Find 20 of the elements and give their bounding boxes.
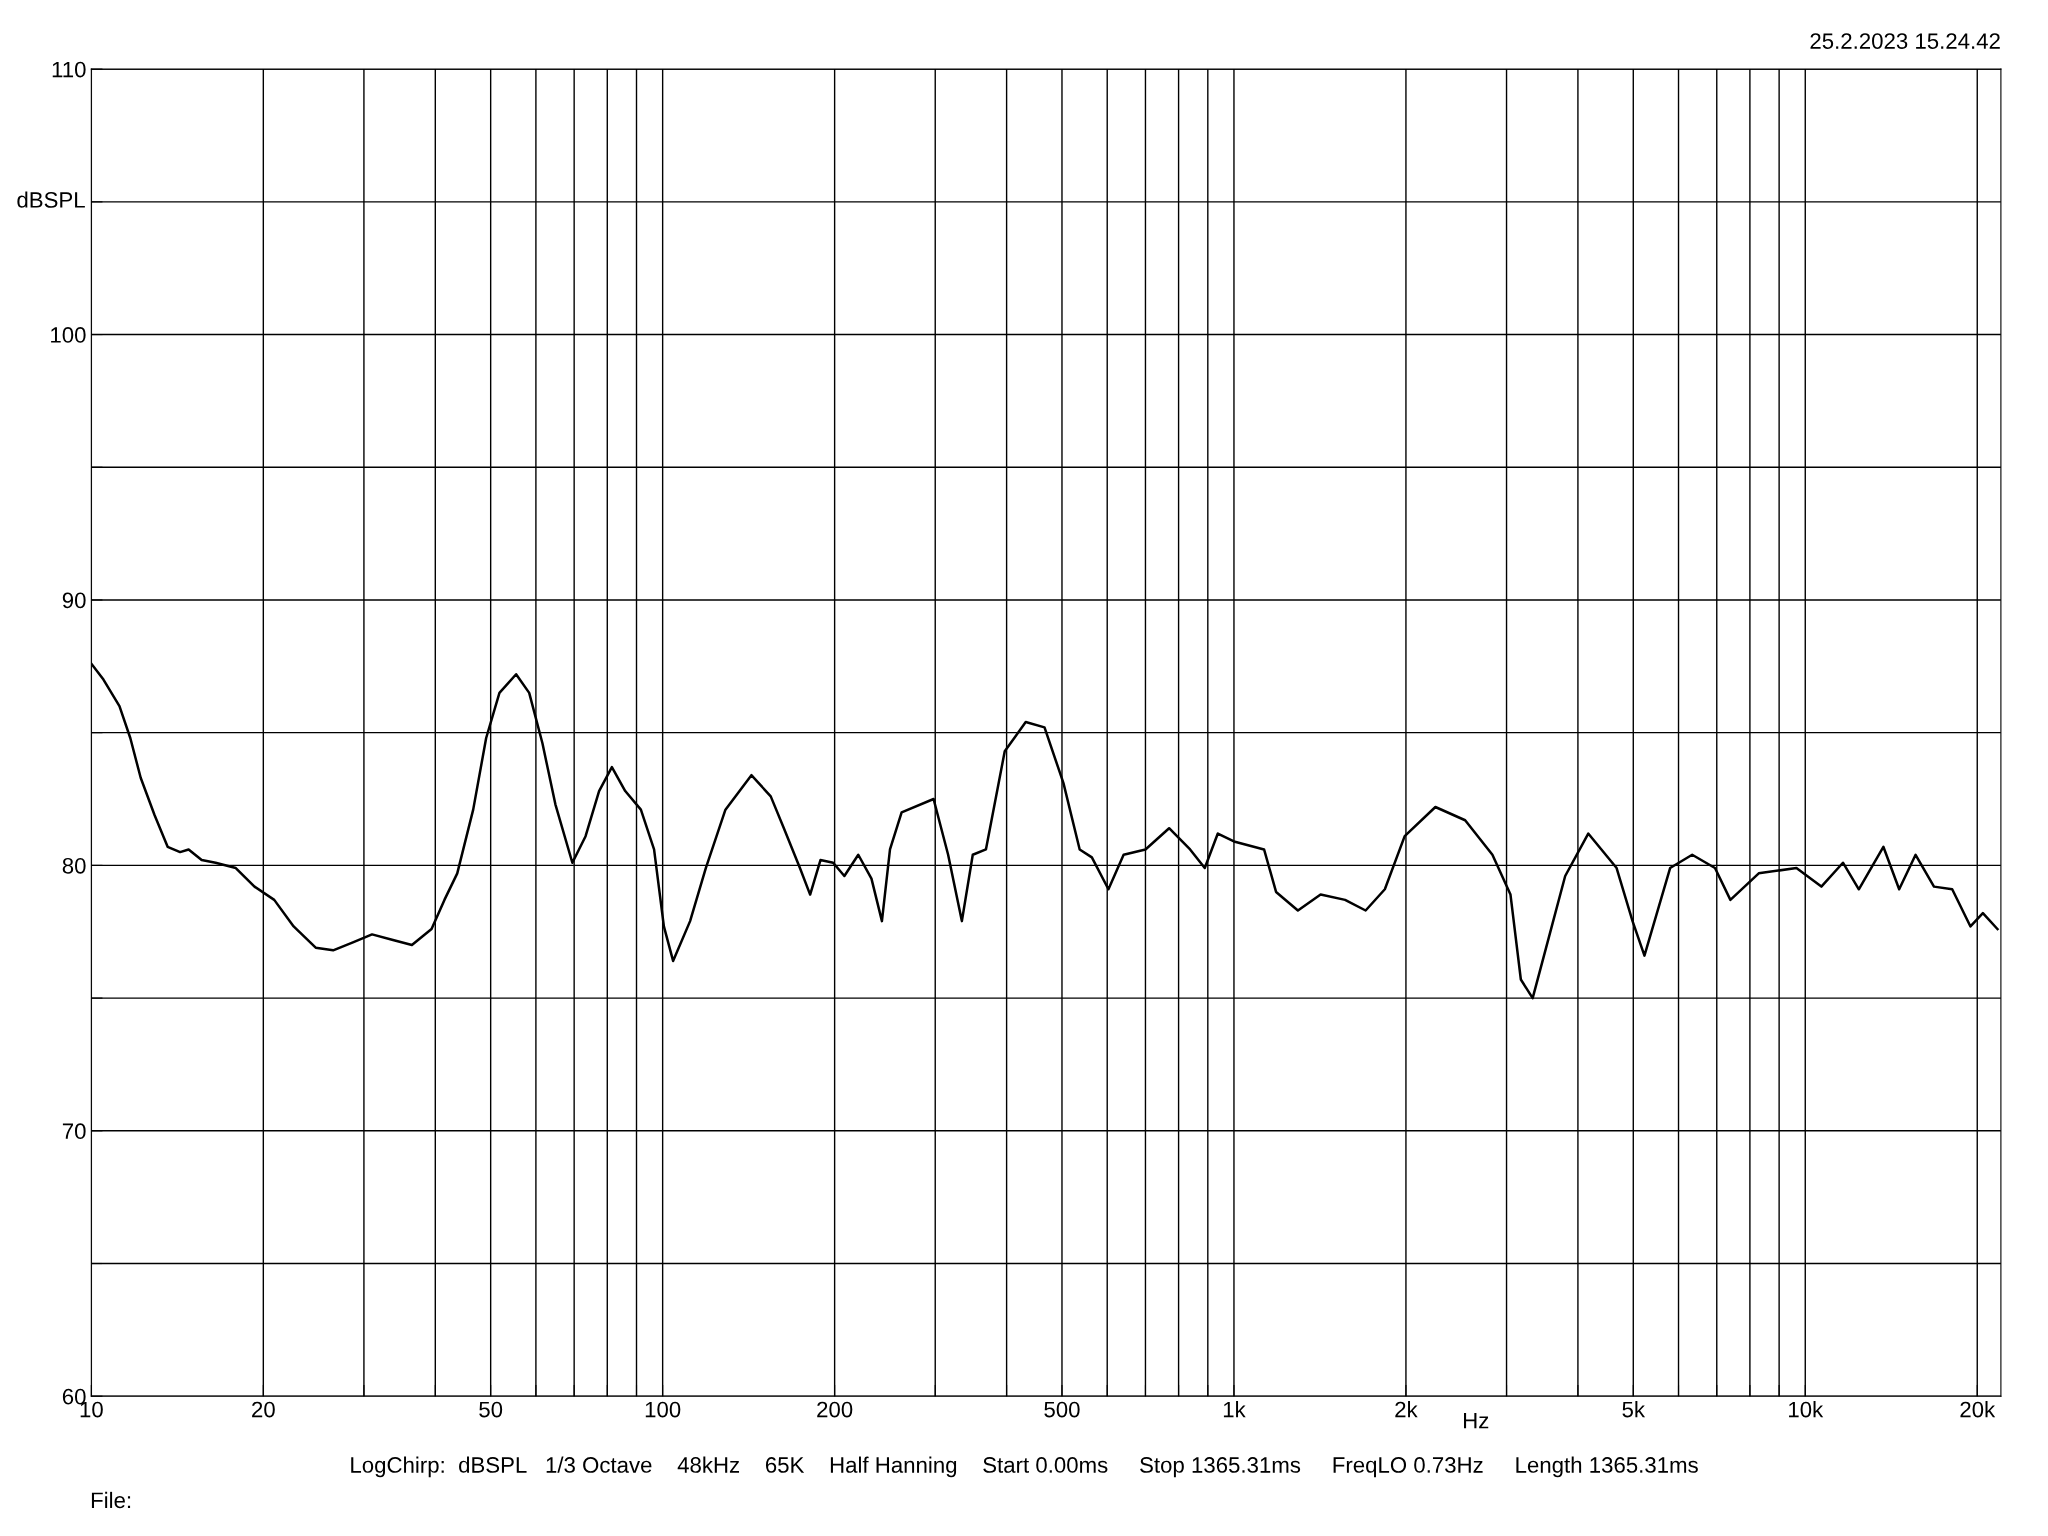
x-tick-label: 2k <box>1395 1401 1418 1418</box>
y-axis-title: dBSPL <box>17 191 85 208</box>
text: File: <box>91 1491 131 1509</box>
x-tick-label: 5k <box>1622 1401 1646 1418</box>
x-tick-label: 200 <box>817 1401 853 1418</box>
y-tick-label: 70 <box>62 1123 86 1140</box>
x-tick-label: 100 <box>645 1401 681 1418</box>
x-tick-label: 20k <box>1960 1401 1996 1418</box>
x-tick-label: 20 <box>252 1401 275 1418</box>
x-axis-title: Hz <box>1464 1412 1489 1429</box>
x-tick-label: 1k <box>1223 1401 1246 1418</box>
x-tick-label: 500 <box>1044 1401 1080 1418</box>
x-tick-label: 10k <box>1789 1401 1824 1418</box>
y-tick-label: 100 <box>51 327 86 343</box>
text: LogChirp: dBSPL 1/3 Octave 48kHz 65K Half Hanning Start 0.00ms Stop 1365.31ms FreqLO 0.73Hz Length 1365.31ms <box>351 1456 1698 1478</box>
y-tick-label: 90 <box>62 592 86 609</box>
text: 25.2.2023 15.24.42 <box>1810 33 2000 49</box>
y-tick-label: 80 <box>62 857 86 874</box>
y-tick-label: 110 <box>52 61 86 78</box>
x-tick-label: 50 <box>479 1401 503 1418</box>
